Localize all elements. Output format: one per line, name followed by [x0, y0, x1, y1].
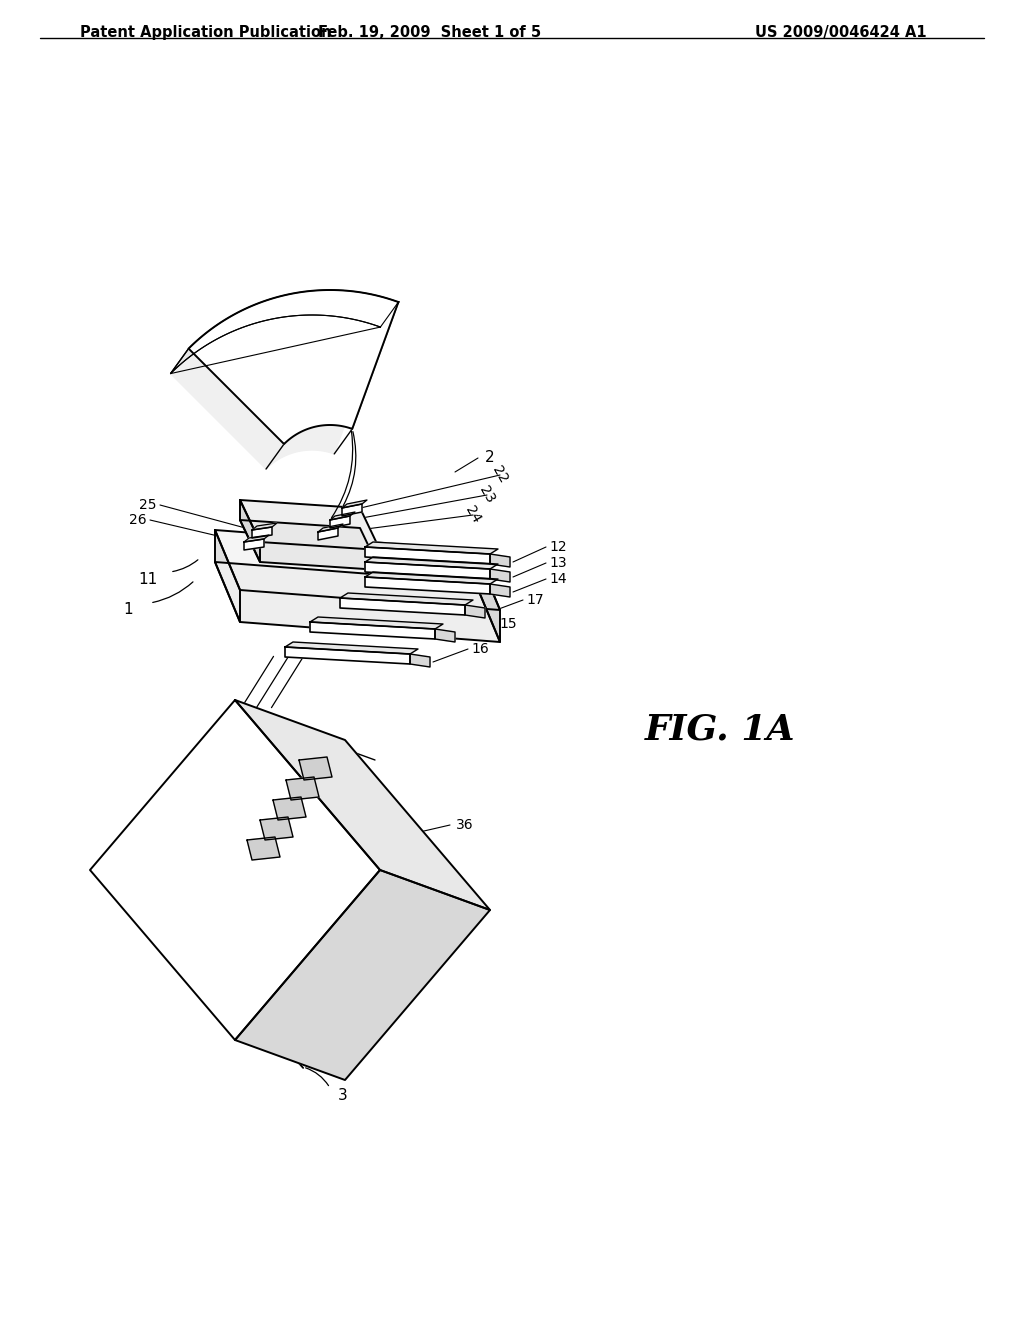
Polygon shape: [234, 870, 490, 1080]
Polygon shape: [465, 605, 485, 618]
Polygon shape: [435, 630, 455, 642]
Polygon shape: [342, 504, 362, 516]
Polygon shape: [330, 516, 350, 528]
Polygon shape: [310, 616, 443, 630]
Polygon shape: [188, 290, 398, 444]
Polygon shape: [318, 528, 338, 540]
Polygon shape: [365, 557, 498, 569]
Text: 33: 33: [223, 809, 241, 822]
Polygon shape: [234, 700, 490, 909]
Text: 36: 36: [456, 818, 474, 832]
Text: 1: 1: [123, 602, 133, 618]
Text: 12: 12: [549, 540, 567, 554]
Polygon shape: [273, 797, 306, 820]
Polygon shape: [171, 315, 380, 469]
Polygon shape: [215, 531, 240, 622]
Polygon shape: [330, 512, 355, 520]
Text: 16: 16: [471, 642, 488, 656]
Polygon shape: [286, 777, 319, 800]
Text: 24: 24: [463, 504, 483, 527]
Text: FIG. 1A: FIG. 1A: [645, 713, 796, 747]
Polygon shape: [215, 531, 500, 610]
Polygon shape: [365, 546, 490, 564]
Polygon shape: [340, 593, 473, 605]
Polygon shape: [490, 569, 510, 582]
Text: US 2009/0046424 A1: US 2009/0046424 A1: [755, 25, 927, 40]
Polygon shape: [365, 572, 498, 583]
Polygon shape: [475, 550, 500, 642]
Text: 2: 2: [485, 450, 495, 466]
Polygon shape: [285, 642, 418, 653]
Polygon shape: [252, 523, 278, 531]
Polygon shape: [90, 700, 380, 1040]
Text: 23: 23: [476, 484, 498, 506]
Polygon shape: [365, 562, 490, 579]
Polygon shape: [240, 500, 380, 550]
Polygon shape: [299, 756, 332, 780]
Text: 35: 35: [259, 774, 276, 787]
Text: 31: 31: [185, 845, 203, 859]
Text: Patent Application Publication: Patent Application Publication: [80, 25, 332, 40]
Polygon shape: [244, 539, 264, 550]
Text: 14: 14: [549, 572, 567, 586]
Text: 11: 11: [138, 573, 158, 587]
Polygon shape: [260, 817, 293, 840]
Polygon shape: [252, 527, 272, 539]
Polygon shape: [240, 500, 260, 562]
Polygon shape: [365, 577, 490, 594]
Polygon shape: [215, 562, 500, 642]
Polygon shape: [171, 290, 398, 374]
Polygon shape: [365, 543, 498, 554]
Polygon shape: [490, 583, 510, 597]
Text: 34: 34: [242, 791, 259, 805]
Polygon shape: [318, 524, 343, 532]
Text: 26: 26: [129, 513, 146, 527]
Text: 15: 15: [499, 616, 517, 631]
Text: 3: 3: [338, 1088, 348, 1102]
Polygon shape: [410, 653, 430, 667]
Polygon shape: [244, 535, 269, 543]
Polygon shape: [240, 520, 380, 570]
Polygon shape: [285, 647, 410, 664]
Polygon shape: [342, 500, 367, 508]
Text: 25: 25: [139, 498, 157, 512]
Polygon shape: [310, 622, 435, 639]
Text: Feb. 19, 2009  Sheet 1 of 5: Feb. 19, 2009 Sheet 1 of 5: [318, 25, 542, 40]
Text: 32: 32: [204, 828, 222, 841]
Polygon shape: [340, 598, 465, 615]
Text: 22: 22: [489, 463, 510, 486]
Text: 13: 13: [549, 556, 567, 570]
Text: 17: 17: [526, 593, 544, 607]
Polygon shape: [490, 554, 510, 568]
Polygon shape: [247, 837, 280, 861]
